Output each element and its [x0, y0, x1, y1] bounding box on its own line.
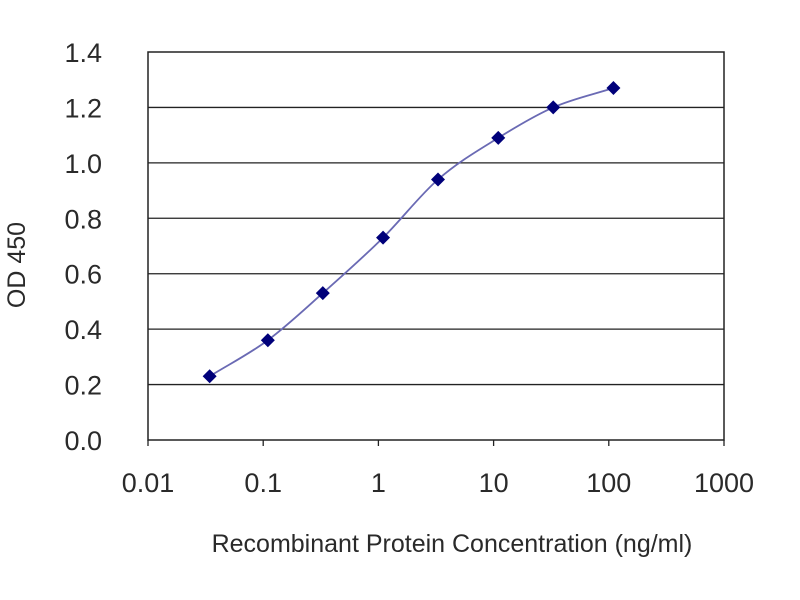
- y-axis-title: OD 450: [3, 222, 31, 308]
- x-tick-label: 1: [371, 468, 386, 498]
- y-tick-label: 1.2: [64, 93, 102, 123]
- y-tick-label: 0.2: [64, 371, 102, 401]
- x-axis-ticks: [147, 440, 725, 446]
- data-point: [546, 100, 561, 115]
- y-tick-label: 1.0: [64, 149, 102, 179]
- data-point: [431, 172, 446, 187]
- y-axis-tick-labels: 0.0 0.2 0.4 0.6 0.8 1.0 1.2 1.4: [64, 38, 102, 456]
- x-tick-label: 0.01: [122, 468, 175, 498]
- data-point: [491, 130, 506, 145]
- y-tick-label: 0.6: [64, 260, 102, 290]
- x-tick-label: 100: [586, 468, 631, 498]
- y-tick-label: 0.0: [64, 426, 102, 456]
- x-tick-label: 10: [479, 468, 509, 498]
- data-point: [376, 230, 391, 245]
- fit-curve: [209, 87, 614, 378]
- y-tick-label: 1.4: [64, 38, 102, 68]
- x-tick-label: 0.1: [244, 468, 282, 498]
- fit-curve-layer: [209, 87, 614, 378]
- data-points: [202, 81, 621, 384]
- plot-area: [147, 51, 725, 441]
- data-point: [202, 369, 217, 384]
- data-point: [315, 286, 330, 301]
- gridlines: [148, 106, 724, 386]
- x-axis-tick-labels: 0.01 0.1 1 10 100 1000: [122, 468, 754, 498]
- x-tick-label: 1000: [694, 468, 754, 498]
- data-point: [260, 333, 275, 348]
- data-point: [606, 81, 621, 96]
- y-tick-label: 0.8: [64, 204, 102, 234]
- x-axis-title: Recombinant Protein Concentration (ng/ml…: [212, 530, 693, 558]
- y-tick-label: 0.4: [64, 315, 102, 345]
